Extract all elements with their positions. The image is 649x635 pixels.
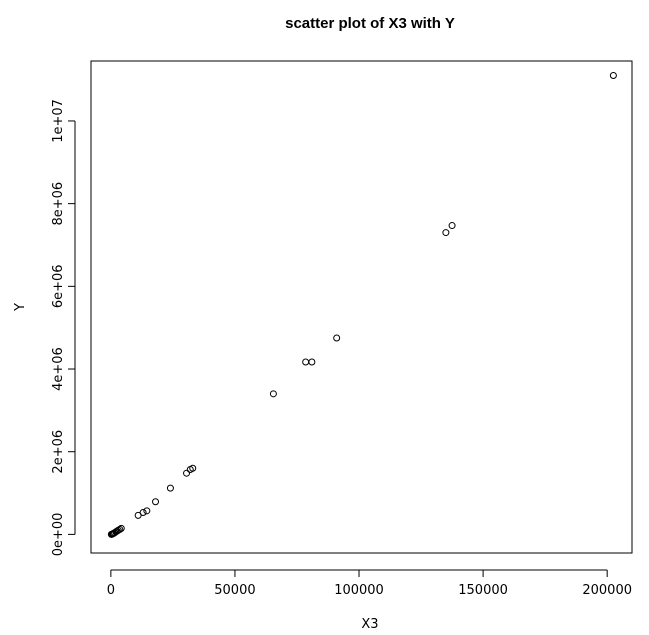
data-point (166, 484, 174, 492)
x-axis-label: X3 (361, 617, 378, 632)
y-tick-label: 4e+06 (51, 347, 66, 391)
y-axis-label: Y (13, 303, 28, 312)
x-axis: 0 50000 100000 150000 200000 (107, 569, 632, 598)
data-point (189, 464, 197, 472)
x-tick-label: 50000 (214, 583, 255, 598)
data-point (269, 390, 277, 398)
data-point (308, 358, 316, 366)
data-point (442, 229, 450, 237)
data-point (139, 508, 147, 516)
plot-area-frame (90, 60, 633, 554)
y-tick-label: 1e+07 (51, 99, 66, 143)
data-point (302, 358, 310, 366)
x-tick-label: 0 (107, 583, 115, 598)
x-tick-label: 150000 (458, 583, 508, 598)
data-point (609, 71, 617, 79)
data-point (152, 498, 160, 506)
x-tick-label: 200000 (582, 583, 632, 598)
data-point (143, 507, 151, 515)
y-tick-label: 2e+06 (51, 430, 66, 474)
data-point (183, 469, 191, 477)
data-points (107, 71, 617, 538)
y-tick-label: 8e+06 (51, 182, 66, 226)
chart-title: scatter plot of X3 with Y (285, 15, 455, 32)
y-tick-label: 0e+00 (51, 513, 66, 557)
data-point (117, 524, 125, 532)
data-point (116, 525, 124, 533)
data-point (448, 222, 456, 230)
data-point (333, 334, 341, 342)
y-tick-label: 6e+06 (51, 264, 66, 308)
y-axis: 0e+00 2e+06 4e+06 6e+06 8e+06 1e+07 (51, 99, 76, 557)
x-tick-label: 100000 (334, 583, 384, 598)
